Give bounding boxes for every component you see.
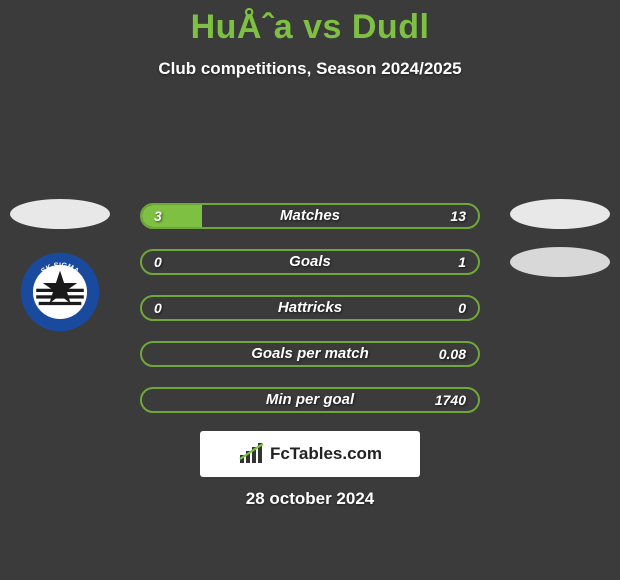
bar-hattricks: 0 Hattricks 0	[140, 295, 480, 321]
page-subtitle: Club competitions, Season 2024/2025	[0, 59, 620, 79]
bar-chart-icon	[238, 443, 264, 465]
bar-min-per-goal: Min per goal 1740	[140, 387, 480, 413]
bar-label: Min per goal	[142, 389, 478, 411]
comparison-bars: 3 Matches 13 0 Goals 1 0 Hattricks 0 Goa…	[140, 203, 480, 433]
bar-label: Hattricks	[142, 297, 478, 319]
bar-right-value: 13	[450, 205, 466, 227]
player-photo-placeholder-left	[10, 199, 110, 229]
right-player-column	[510, 199, 610, 295]
brand-box[interactable]: FcTables.com	[200, 431, 420, 477]
player-photo-placeholder-right-2	[510, 247, 610, 277]
bar-matches: 3 Matches 13	[140, 203, 480, 229]
player-photo-placeholder-right-1	[510, 199, 610, 229]
bar-right-value: 1	[458, 251, 466, 273]
bar-label: Matches	[142, 205, 478, 227]
bar-right-value: 0.08	[439, 343, 466, 365]
bar-right-value: 0	[458, 297, 466, 319]
bar-goals-per-match: Goals per match 0.08	[140, 341, 480, 367]
club-badge-left: SK SIGMA OLOMOUC a.s.	[19, 251, 101, 333]
bar-right-value: 1740	[435, 389, 466, 411]
left-player-column: SK SIGMA OLOMOUC a.s.	[10, 199, 110, 333]
brand-text: FcTables.com	[270, 444, 382, 464]
footer-date: 28 october 2024	[0, 489, 620, 509]
page-title: HuÅˆa vs Dudl	[0, 0, 620, 47]
bar-goals: 0 Goals 1	[140, 249, 480, 275]
bar-label: Goals per match	[142, 343, 478, 365]
bar-label: Goals	[142, 251, 478, 273]
